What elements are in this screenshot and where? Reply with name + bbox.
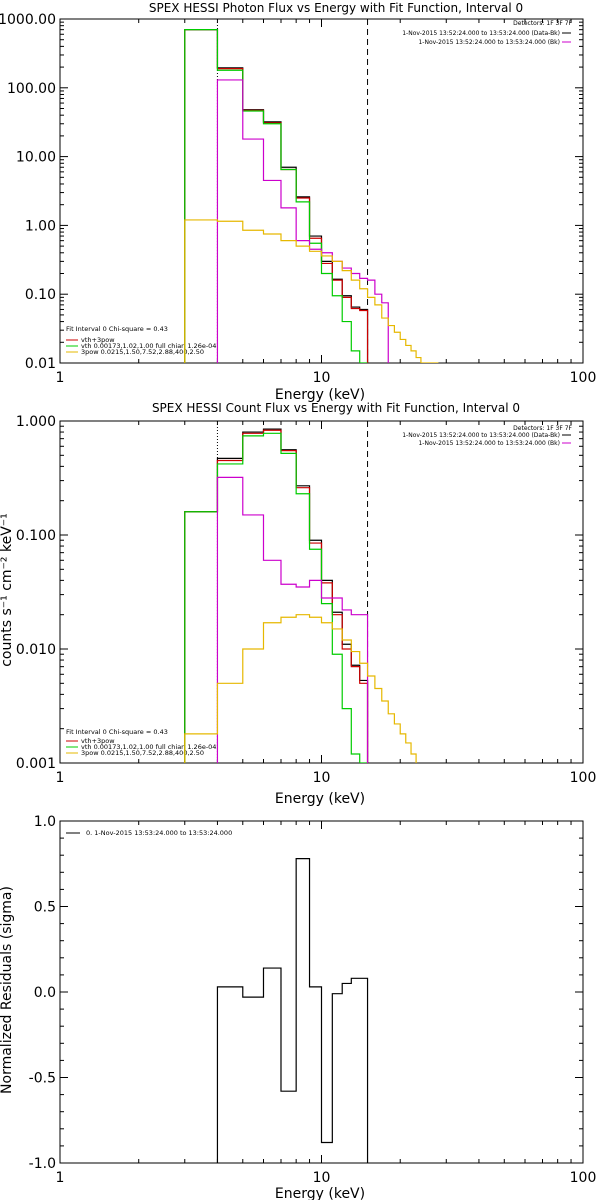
x-axis-label-count: Energy (keV) [275, 791, 365, 807]
fit-legend-count-0: Fit Interval 0 Chi-square = 0.43 [66, 728, 168, 736]
x-tick-label: 1 [56, 770, 65, 786]
y-tick-label: 1000.00 [0, 12, 56, 28]
y-tick-label: 0.10 [25, 287, 56, 303]
fit-legend-count-1: vth+3pow [81, 737, 115, 745]
photon-flux-panel: SPEX HESSI Photon Flux vs Energy with Fi… [0, 1, 596, 403]
y-tick-label: 100.00 [7, 81, 56, 97]
x-tick-label: 10 [313, 1170, 331, 1186]
fit-legend-count-3: 3pow 0.0215,1.50,7.52,2.88,400,2.50 [81, 749, 204, 757]
x-axis-label-residuals: Energy (keV) [275, 1186, 365, 1200]
y-axis-label-count: counts s⁻¹ cm⁻² keV⁻¹ [0, 513, 15, 667]
series-line-red [184, 29, 369, 363]
chart-title-photon: SPEX HESSI Photon Flux vs Energy with Fi… [149, 1, 523, 15]
series-group [184, 428, 417, 763]
residuals-legend-text: 0. 1-Nov-2015 13:53:24.000 to 13:53:24.0… [86, 829, 232, 837]
header-line-photon-0: Detectors: 1F 3F 7F [513, 20, 572, 27]
y-tick-label: -1.0 [29, 1156, 56, 1172]
header-line-count-2: 1-Nov-2015 13:52:24.000 to 13:53:24.000 … [418, 440, 560, 447]
series-group [184, 29, 439, 363]
y-tick-label: 10.00 [16, 150, 56, 166]
residuals-panel: Energy (keV) Normalized Residuals (sigma… [0, 814, 597, 1202]
series-line-yellow [184, 614, 417, 763]
series-group [216, 858, 369, 1163]
chart-title-count: SPEX HESSI Count Flux vs Energy with Fit… [152, 401, 520, 415]
series-line-magenta [216, 476, 369, 763]
x-tick-label: 10 [313, 770, 331, 786]
header-line-count-0: Detectors: 1F 3F 7F [513, 425, 572, 432]
series-line-black [184, 428, 369, 763]
x-tick-label: 1 [56, 1170, 65, 1186]
fit-legend-photon-3: 3pow 0.0215,1.50,7.52,2.88,400,2.50 [81, 348, 204, 356]
y-tick-label: 0.0 [34, 985, 56, 1001]
y-tick-label: 0.010 [16, 642, 56, 658]
y-axis-label-residuals: Normalized Residuals (sigma) [0, 886, 15, 1094]
header-line-photon-2: 1-Nov-2015 13:52:24.000 to 13:53:24.000 … [418, 39, 560, 46]
series-line-black [184, 29, 369, 363]
plot-frame [59, 18, 584, 364]
fit-legend-photon-2: vth 0.00173,1.02,1.00 full chian 1.26e-0… [81, 342, 216, 350]
fit-legend-count-2: vth 0.00173,1.02,1.00 full chian 1.26e-0… [81, 743, 216, 751]
x-tick-label: 1 [56, 370, 65, 386]
series-line-black [216, 858, 369, 1163]
header-line-photon-1: 1-Nov-2015 13:52:24.000 to 13:53:24.000 … [402, 30, 560, 37]
y-tick-label: 1.000 [16, 414, 56, 430]
y-tick-label: 0.100 [16, 528, 56, 544]
x-tick-label: 100 [570, 770, 597, 786]
series-line-red [184, 429, 369, 763]
series-line-yellow [184, 219, 439, 363]
y-tick-label: 1.00 [25, 218, 56, 234]
y-tick-label: -0.5 [29, 1071, 56, 1087]
fit-legend-photon-1: vth+3pow [81, 336, 115, 344]
fit-legend-photon-0: Fit Interval 0 Chi-square = 0.43 [66, 325, 168, 333]
x-tick-label: 10 [313, 370, 331, 386]
x-axis-label-photon: Energy (keV) [275, 387, 365, 403]
series-line-green [184, 432, 368, 763]
y-tick-label: 1.0 [34, 814, 56, 830]
x-tick-label: 100 [570, 370, 597, 386]
series-line-green [184, 29, 368, 363]
y-tick-label: 0.001 [16, 756, 56, 772]
header-line-count-1: 1-Nov-2015 13:52:24.000 to 13:53:24.000 … [402, 432, 560, 439]
y-tick-label: 0.5 [34, 900, 56, 916]
y-tick-label: 0.01 [25, 356, 56, 372]
x-tick-label: 100 [570, 1170, 597, 1186]
count-flux-panel: SPEX HESSI Count Flux vs Energy with Fit… [0, 401, 596, 807]
